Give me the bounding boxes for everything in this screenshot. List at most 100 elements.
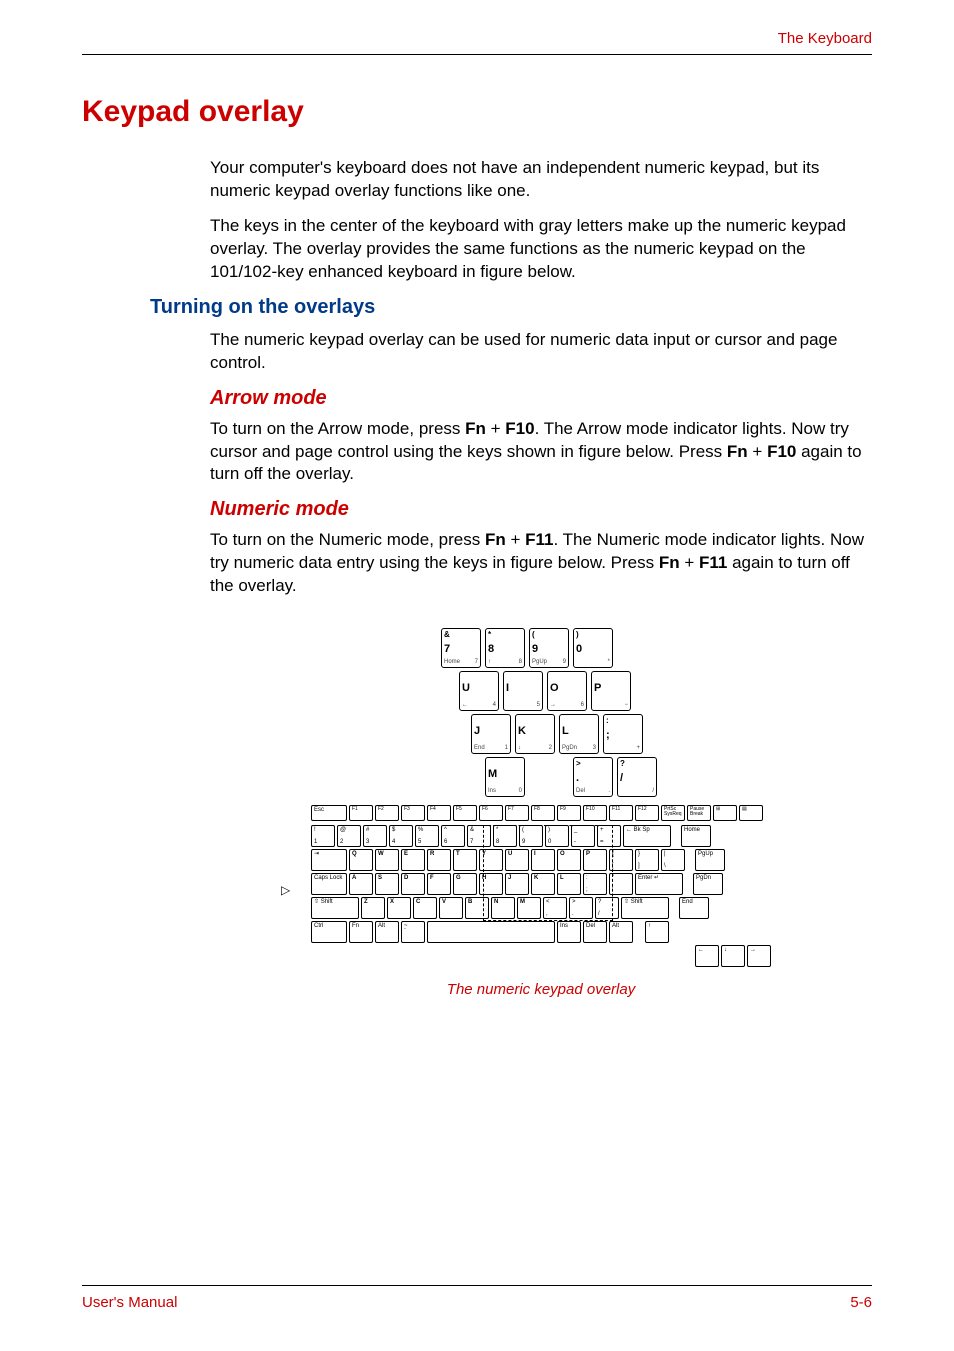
key-fn: Fn bbox=[465, 419, 486, 438]
key-f10-2: F10 bbox=[767, 442, 796, 461]
fn-key: F5 bbox=[453, 805, 477, 821]
key-f10: F10 bbox=[505, 419, 534, 438]
arrow-down-key: ↓ bbox=[721, 945, 745, 967]
overlays-paragraph: The numeric keypad overlay can be used f… bbox=[210, 329, 872, 375]
bracket-key: }] bbox=[635, 849, 659, 871]
full-keyboard: EscF1F2F3F4F5F6F7F8F9F10F11F12PrtSc SysR… bbox=[311, 805, 771, 967]
overlay-key: I5 bbox=[503, 671, 543, 711]
num-key: %5 bbox=[415, 825, 439, 847]
overlay-key: MIns0 bbox=[485, 757, 525, 797]
enter-key: Enter ↵ bbox=[635, 873, 683, 895]
keyboard-figure: ▷ &7Home7*8↑8(9PgUp9)0*U←4I5O→6P−JEnd1K↓… bbox=[210, 628, 872, 998]
punct-key: ?/ bbox=[595, 897, 619, 919]
letter-key: C bbox=[413, 897, 437, 919]
fn-key: ⊞ bbox=[713, 805, 737, 821]
fn-key: F9 bbox=[557, 805, 581, 821]
letter-key: I bbox=[531, 849, 555, 871]
overlay-key: K↓2 bbox=[515, 714, 555, 754]
num-key: &7 bbox=[467, 825, 491, 847]
alt-key: Alt bbox=[375, 921, 399, 943]
letter-key: P bbox=[583, 849, 607, 871]
fn-key: F11 bbox=[609, 805, 633, 821]
num-key: #3 bbox=[363, 825, 387, 847]
fn-key: Pause Break bbox=[687, 805, 711, 821]
overlay-key: U←4 bbox=[459, 671, 499, 711]
shift-key: ⇧ Shift bbox=[311, 897, 359, 919]
num-key: += bbox=[597, 825, 621, 847]
overlay-key: (9PgUp9 bbox=[529, 628, 569, 668]
header-chapter: The Keyboard bbox=[778, 30, 872, 47]
space-key bbox=[427, 921, 555, 943]
pgdn-key: PgDn bbox=[693, 873, 723, 895]
num-key: (9 bbox=[519, 825, 543, 847]
shift-key: ⇧ Shift bbox=[621, 897, 669, 919]
fn-key: F10 bbox=[583, 805, 607, 821]
cursor-icon: ▷ bbox=[281, 883, 290, 897]
fn-key: F2 bbox=[375, 805, 399, 821]
num-key: ^6 bbox=[441, 825, 465, 847]
arrow-mode-paragraph: To turn on the Arrow mode, press Fn + F1… bbox=[210, 418, 872, 487]
overlay-key: P− bbox=[591, 671, 631, 711]
heading-keypad-overlay: Keypad overlay bbox=[82, 95, 872, 129]
punct-key: >. bbox=[569, 897, 593, 919]
fn-key: F6 bbox=[479, 805, 503, 821]
overlay-key: &7Home7 bbox=[441, 628, 481, 668]
plus-sep: + bbox=[486, 419, 505, 438]
letter-key: D bbox=[401, 873, 425, 895]
overlay-key: >.Del. bbox=[573, 757, 613, 797]
letter-key: J bbox=[505, 873, 529, 895]
overlay-key: )0* bbox=[573, 628, 613, 668]
key-f11: F11 bbox=[525, 530, 553, 549]
letter-key: T bbox=[453, 849, 477, 871]
del-key: Del bbox=[583, 921, 607, 943]
plus-sep-4: + bbox=[680, 553, 699, 572]
overlay-key: :;+ bbox=[603, 714, 643, 754]
punct-key: "' bbox=[609, 873, 633, 895]
letter-key: Y bbox=[479, 849, 503, 871]
plus-sep-2: + bbox=[748, 442, 767, 461]
numeric-mode-paragraph: To turn on the Numeric mode, press Fn + … bbox=[210, 529, 872, 598]
letter-key: S bbox=[375, 873, 399, 895]
letter-key: V bbox=[439, 897, 463, 919]
intro-paragraph-1: Your computer's keyboard does not have a… bbox=[210, 157, 872, 203]
letter-key: Z bbox=[361, 897, 385, 919]
backspace-key: ← Bk Sp bbox=[623, 825, 671, 847]
ctrl-key: Ctrl bbox=[311, 921, 347, 943]
key-fn-3: Fn bbox=[485, 530, 506, 549]
intro-paragraph-2: The keys in the center of the keyboard w… bbox=[210, 215, 872, 284]
bracket-key: {[ bbox=[609, 849, 633, 871]
fn-key: F7 bbox=[505, 805, 529, 821]
arrow-up-key: ↑ bbox=[645, 921, 669, 943]
num-key: @2 bbox=[337, 825, 361, 847]
arrow-left-key: ← bbox=[695, 945, 719, 967]
letter-key: W bbox=[375, 849, 399, 871]
alt-key: Alt bbox=[609, 921, 633, 943]
letter-key: L bbox=[557, 873, 581, 895]
heading-arrow-mode: Arrow mode bbox=[210, 387, 872, 410]
footer-page-number: 5-6 bbox=[850, 1294, 872, 1311]
key-f11-2: F11 bbox=[699, 553, 727, 572]
arrow-text-pre: To turn on the Arrow mode, press bbox=[210, 419, 465, 438]
letter-key: H bbox=[479, 873, 503, 895]
letter-key: N bbox=[491, 897, 515, 919]
overlay-key: O→6 bbox=[547, 671, 587, 711]
fn-key: Fn bbox=[349, 921, 373, 943]
letter-key: Q bbox=[349, 849, 373, 871]
num-text-pre: To turn on the Numeric mode, press bbox=[210, 530, 485, 549]
letter-key: B bbox=[465, 897, 489, 919]
heading-turning-on-overlays: Turning on the overlays bbox=[150, 296, 872, 319]
letter-key: X bbox=[387, 897, 411, 919]
letter-key: R bbox=[427, 849, 451, 871]
num-key: !1 bbox=[311, 825, 335, 847]
letter-key: M bbox=[517, 897, 541, 919]
punct-key: :; bbox=[583, 873, 607, 895]
letter-key: K bbox=[531, 873, 555, 895]
home-key: Home bbox=[681, 825, 711, 847]
letter-key: G bbox=[453, 873, 477, 895]
capslock-key: Caps Lock bbox=[311, 873, 347, 895]
num-key: $4 bbox=[389, 825, 413, 847]
end-key: End bbox=[679, 897, 709, 919]
letter-key: A bbox=[349, 873, 373, 895]
fn-key: Esc bbox=[311, 805, 347, 821]
plus-sep-3: + bbox=[506, 530, 525, 549]
